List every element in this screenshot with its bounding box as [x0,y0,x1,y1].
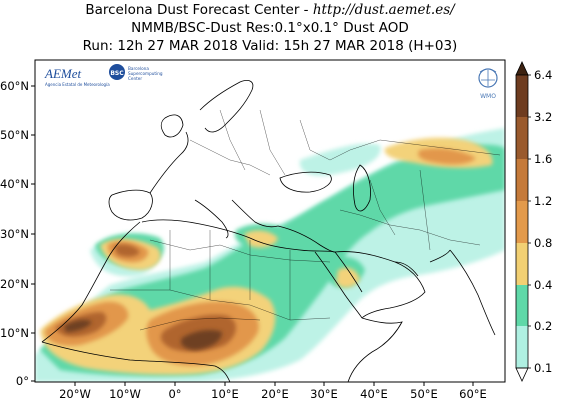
latitude-axis: 60°N 50°N 40°N 30°N 20°N 10°N 0° [0,79,35,388]
lon-label-20w: 20°W [59,387,91,401]
colorbar-label-1-2: 1.2 [534,194,552,208]
bsc-logo-line1: Barcelona [128,66,149,71]
colorbar-label-3-2: 3.2 [534,110,552,124]
lon-label-20e: 20°E [261,387,289,401]
lon-label-60e: 60°E [459,387,487,401]
aemet-logo: AEMet Agencia Estatal de Meteorología [44,66,110,87]
lat-label-10n: 10°N [0,326,29,340]
colorbar-segment-6 [516,285,528,326]
aemet-logo-text: AEMet [44,66,81,81]
wmo-logo: WMO [478,68,498,100]
dust-field [35,80,505,382]
lon-label-40e: 40°E [360,387,388,401]
bsc-logo-mark: BSC [110,70,124,77]
country-borders [110,109,501,331]
wmo-laurel-icon [479,68,497,86]
map-title-line-3: Run: 12h 27 MAR 2018 Valid: 15h 27 MAR 2… [82,38,458,54]
colorbar-segment-2 [516,117,528,159]
colorbar-label-0-1: 0.1 [534,361,552,375]
dust-darkbrown-layer [64,319,222,350]
colorbar-label-0-2: 0.2 [534,319,552,333]
longitude-axis: 20°W 10°W 0° 10°E 20°E 30°E 40°E 50°E 60… [59,382,487,401]
lat-label-60n: 60°N [0,79,29,93]
aemet-logo-subtitle: Agencia Estatal de Meteorología [45,82,110,87]
colorbar-label-0-4: 0.4 [534,278,552,292]
lat-label-40n: 40°N [0,177,29,191]
map-title-line-1: Barcelona Dust Forecast Center - http://… [0,2,540,19]
coastlines [41,80,496,382]
lat-label-30n: 30°N [0,227,29,241]
map-title-line-2: NMMB/BSC-Dust Res:0.1°x0.1° Dust AOD [131,20,409,36]
colorbar-segment-3 [516,159,528,201]
title-url: http://dust.aemet.es/ [312,2,455,18]
lon-label-10w: 10°W [109,387,141,401]
title-prefix: Barcelona Dust Forecast Center - [85,2,313,18]
lon-label-50e: 50°E [410,387,438,401]
lat-label-20n: 20°N [0,277,29,291]
colorbar-top-triangle [515,61,529,76]
bsc-logo-circle [109,64,125,80]
colorbar-bottom-triangle [515,367,529,382]
wmo-logo-text: WMO [480,93,496,100]
colorbar-label-1-6: 1.6 [534,152,552,166]
colorbar-label-0-8: 0.8 [534,236,552,250]
lon-label-10e: 10°E [211,387,239,401]
map-border [34,59,506,383]
colorbar-label-6-4: 6.4 [534,68,552,82]
bsc-logo: BSC Barcelona Supercomputing Center [109,64,163,81]
colorbar-border [515,74,529,369]
bsc-logo-line3: Center [128,76,142,81]
lat-label-0: 0° [16,374,29,388]
colorbar-segment-1 [516,75,528,117]
bsc-logo-line2: Supercomputing [128,71,163,76]
colorbar-segment-7 [516,326,528,368]
colorbar-segment-4 [516,201,528,243]
colorbar-segment-5 [516,243,528,285]
lat-label-50n: 50°N [0,128,29,142]
colorbar: 6.4 3.2 1.6 1.2 0.8 0.4 0.2 0.1 [515,61,552,382]
lon-label-0: 0° [168,387,181,401]
lon-label-30e: 30°E [310,387,338,401]
